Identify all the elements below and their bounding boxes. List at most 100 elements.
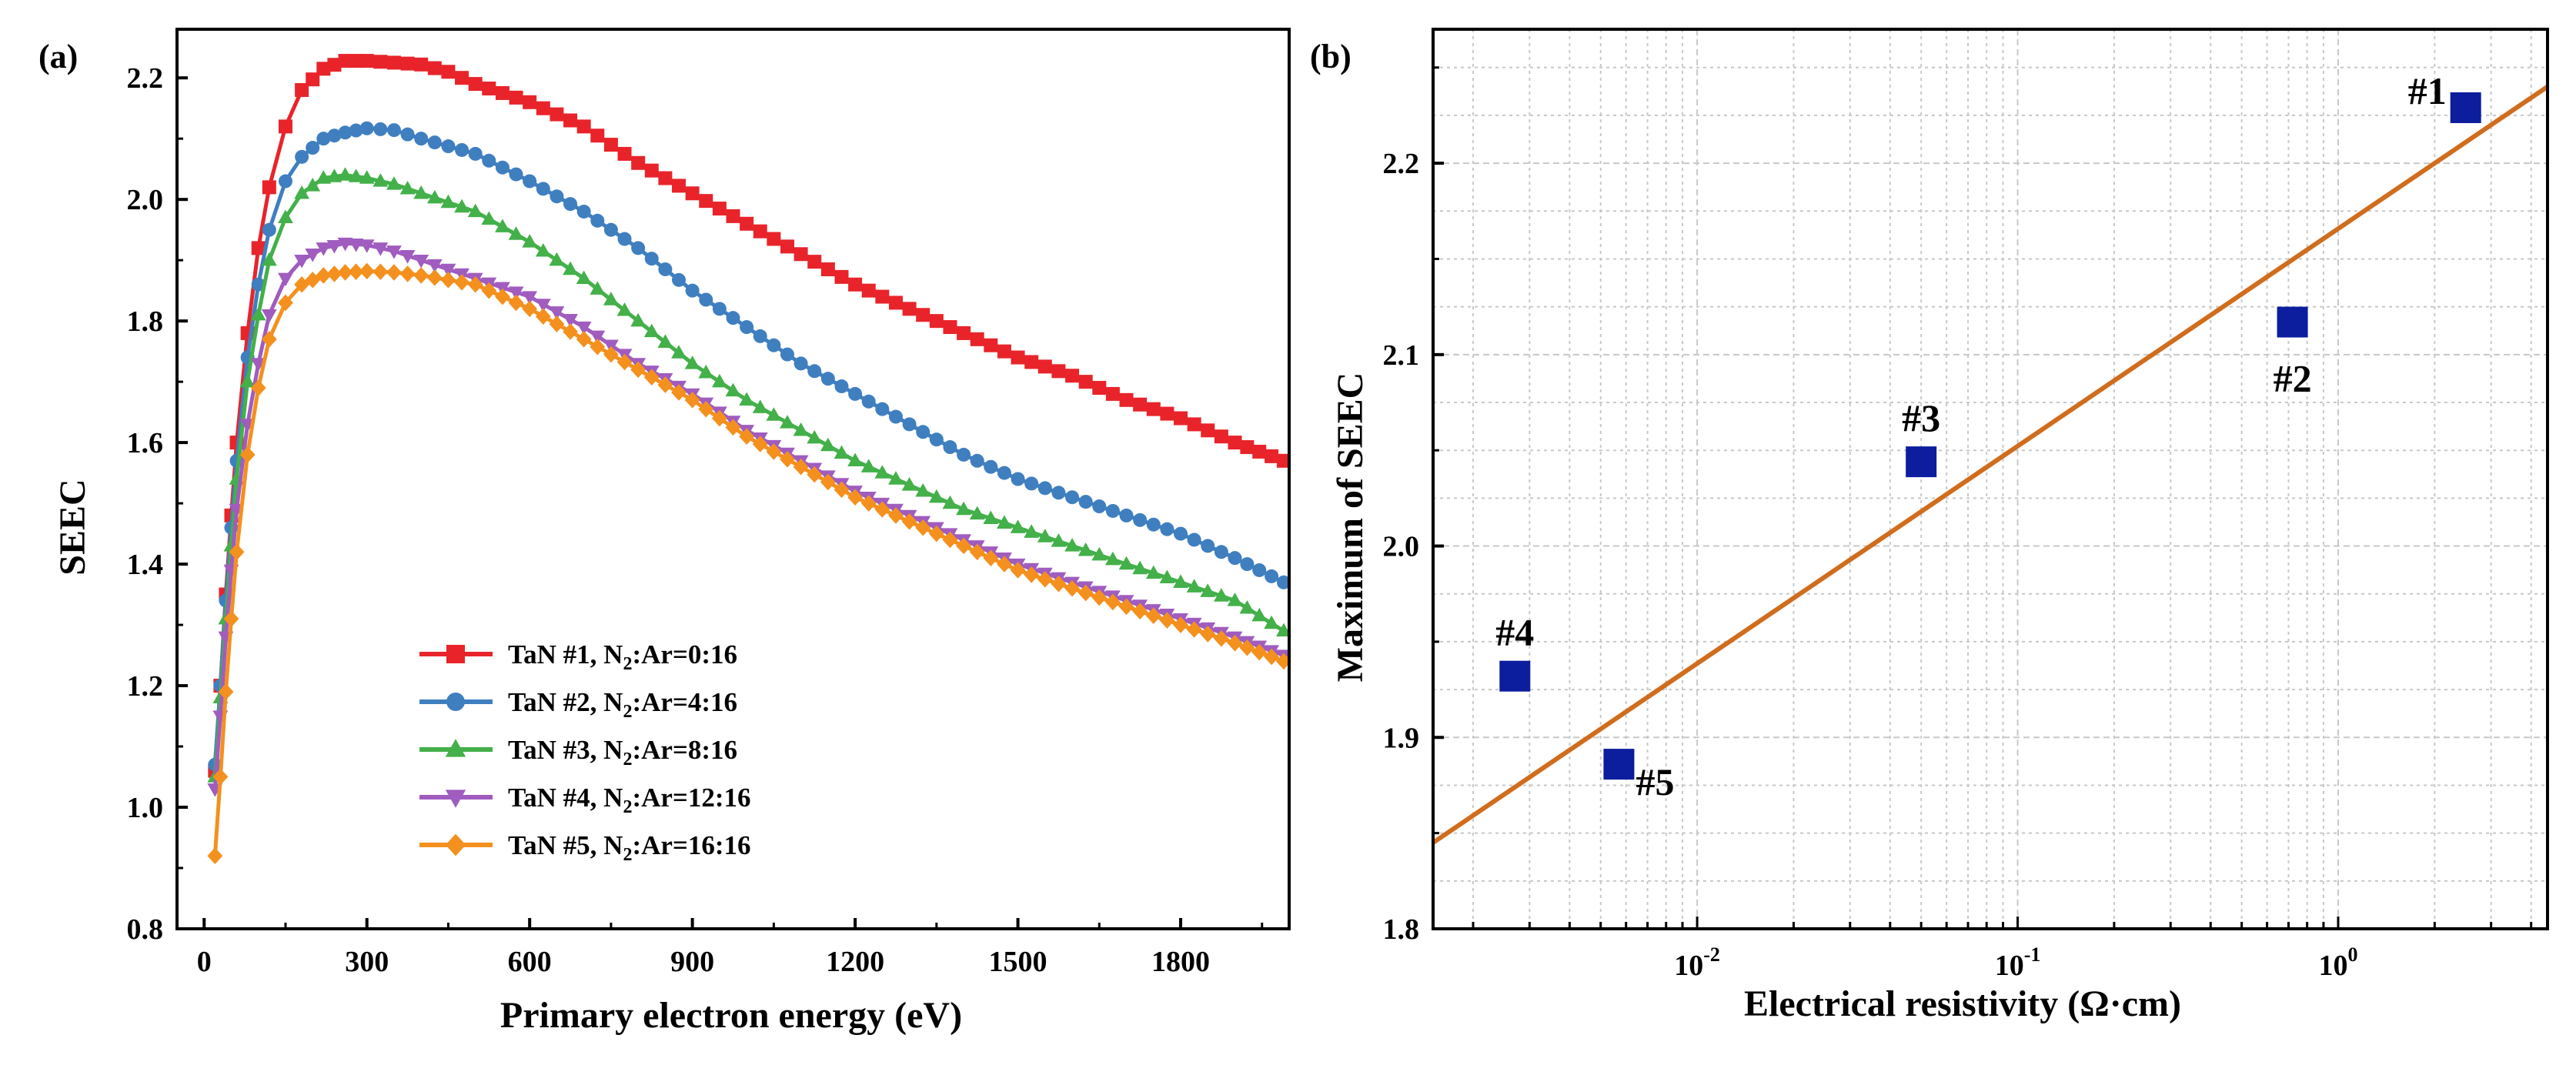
data-point bbox=[767, 338, 781, 352]
panel-a-x-axis-label: Primary electron energy (eV) bbox=[500, 995, 962, 1036]
data-point bbox=[984, 459, 998, 474]
data-point bbox=[984, 338, 998, 352]
data-point bbox=[1133, 512, 1148, 527]
data-point bbox=[1024, 566, 1040, 583]
sample-point: #3 bbox=[1902, 396, 1940, 478]
legend-item: TaN #2, N2:Ar=4:16 bbox=[419, 687, 737, 722]
data-point bbox=[306, 72, 320, 87]
panel-a-series bbox=[207, 54, 1291, 865]
data-point bbox=[509, 167, 523, 182]
data-point bbox=[522, 234, 538, 248]
data-point bbox=[752, 399, 768, 413]
data-point bbox=[1105, 551, 1121, 566]
legend-label: TaN #2, N2:Ar=4:16 bbox=[508, 687, 737, 722]
data-point bbox=[373, 122, 388, 136]
data-point bbox=[1118, 598, 1134, 616]
data-point bbox=[316, 62, 331, 76]
sample-point: #1 bbox=[2408, 69, 2481, 123]
data-point bbox=[316, 267, 332, 284]
data-point bbox=[820, 473, 836, 491]
point-label: #4 bbox=[1495, 611, 1534, 654]
data-point bbox=[1118, 556, 1134, 570]
x-tick-label: 100 bbox=[2318, 943, 2357, 982]
data-point bbox=[426, 189, 443, 204]
data-point bbox=[327, 58, 342, 72]
square-marker bbox=[1499, 660, 1531, 692]
data-point bbox=[278, 272, 293, 287]
data-point bbox=[767, 232, 781, 246]
data-point bbox=[326, 239, 342, 254]
data-point bbox=[603, 346, 619, 363]
data-point bbox=[1200, 583, 1216, 597]
data-point bbox=[983, 549, 999, 566]
data-point bbox=[400, 56, 415, 71]
data-point bbox=[337, 237, 353, 252]
x-tick-label: 0 bbox=[197, 946, 212, 978]
legend-label: TaN #3, N2:Ar=8:16 bbox=[508, 735, 737, 770]
data-point bbox=[1160, 522, 1174, 536]
panel-a-y-ticks: 0.8 1.0 1.2 1.4 1.6 1.8 2.0 2.2 bbox=[127, 62, 188, 946]
data-point bbox=[454, 273, 469, 291]
data-point bbox=[348, 169, 364, 182]
data-point bbox=[576, 270, 592, 285]
data-point bbox=[316, 170, 332, 184]
data-point bbox=[590, 281, 606, 295]
y-tick-label: 1.8 bbox=[1383, 913, 1420, 946]
panel-a-y-axis-label: SEEC bbox=[52, 479, 93, 575]
data-point bbox=[929, 432, 944, 447]
data-point bbox=[753, 224, 767, 239]
data-point bbox=[943, 440, 957, 455]
data-point bbox=[1201, 423, 1215, 438]
data-point bbox=[481, 282, 497, 299]
data-point bbox=[386, 176, 402, 190]
data-point bbox=[766, 443, 782, 460]
data-point bbox=[426, 269, 443, 286]
data-point bbox=[739, 392, 755, 406]
data-point bbox=[780, 451, 795, 468]
data-point bbox=[536, 182, 550, 196]
data-point bbox=[482, 153, 496, 168]
data-point bbox=[536, 101, 550, 115]
data-point bbox=[454, 199, 469, 213]
data-point bbox=[278, 294, 293, 312]
data-point bbox=[1065, 369, 1080, 383]
data-point bbox=[820, 372, 835, 386]
data-point bbox=[1201, 539, 1215, 553]
data-point bbox=[294, 254, 310, 269]
data-point bbox=[616, 302, 633, 316]
data-point bbox=[1092, 381, 1107, 396]
data-point bbox=[1239, 639, 1255, 656]
data-point bbox=[549, 306, 565, 320]
data-point bbox=[549, 315, 565, 332]
data-point bbox=[1010, 519, 1026, 533]
data-point bbox=[522, 291, 538, 305]
data-point bbox=[359, 121, 374, 135]
data-point bbox=[685, 186, 700, 201]
data-point bbox=[294, 275, 310, 293]
panel-b-x-axis-label: Electrical resistivity (Ω·cm) bbox=[1744, 983, 2181, 1024]
data-point bbox=[373, 55, 388, 69]
data-point bbox=[970, 332, 984, 346]
data-point bbox=[295, 82, 309, 97]
data-point bbox=[1239, 599, 1255, 614]
data-point bbox=[1213, 588, 1229, 602]
data-point bbox=[834, 445, 850, 459]
point-label: #3 bbox=[1902, 396, 1940, 439]
series-line bbox=[212, 173, 1285, 777]
data-point bbox=[1051, 364, 1066, 379]
data-point bbox=[1024, 355, 1039, 369]
legend-item: TaN #3, N2:Ar=8:16 bbox=[419, 735, 737, 770]
data-point bbox=[523, 95, 537, 109]
data-point bbox=[1200, 626, 1216, 643]
data-point bbox=[509, 90, 523, 105]
data-point bbox=[1037, 359, 1052, 374]
data-point bbox=[1051, 486, 1066, 500]
data-point bbox=[928, 525, 944, 543]
legend-marker bbox=[445, 790, 466, 808]
data-point bbox=[399, 180, 416, 195]
data-point bbox=[250, 306, 266, 321]
data-point bbox=[888, 409, 903, 424]
data-point bbox=[848, 386, 863, 401]
panel-a-legend: TaN #1, N2:Ar=0:16 TaN #2, N2:Ar=4:16 TaN … bbox=[419, 639, 751, 865]
data-point bbox=[928, 489, 944, 503]
